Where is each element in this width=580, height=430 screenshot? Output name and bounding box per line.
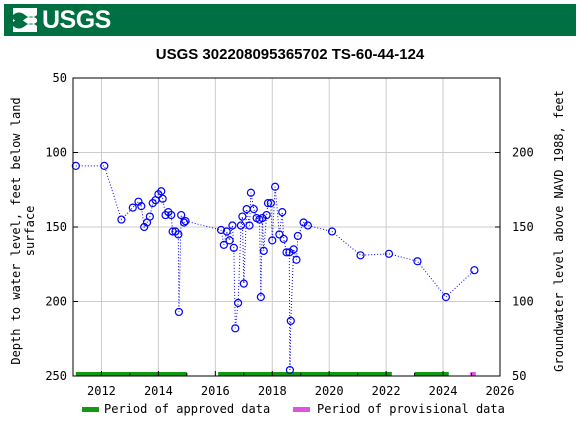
y-left-tick-label: 250 bbox=[45, 369, 67, 383]
y-left-tick-label: 100 bbox=[45, 146, 67, 160]
x-tick-label: 2016 bbox=[201, 384, 230, 398]
data-point bbox=[145, 212, 154, 221]
grid-lines bbox=[73, 77, 501, 377]
data-point bbox=[229, 243, 238, 252]
data-point bbox=[249, 205, 258, 214]
y-right-tick-label: 100 bbox=[512, 295, 534, 309]
data-point bbox=[228, 221, 237, 230]
legend-provisional-label: Period of provisional data bbox=[317, 402, 505, 416]
series-line bbox=[75, 165, 475, 371]
data-point bbox=[286, 316, 295, 325]
data-point bbox=[271, 182, 280, 191]
legend-provisional-swatch bbox=[293, 407, 310, 412]
y-left-tick-label: 150 bbox=[45, 220, 67, 234]
y-right-tick-label: 150 bbox=[512, 220, 534, 234]
data-point bbox=[216, 225, 226, 235]
data-point bbox=[262, 210, 271, 220]
series-path bbox=[75, 165, 475, 371]
x-tick-label: 2014 bbox=[144, 384, 173, 398]
data-point bbox=[137, 202, 146, 211]
data-point bbox=[384, 249, 394, 258]
x-tick-label: 2026 bbox=[486, 384, 515, 398]
data-point bbox=[303, 221, 312, 230]
data-point bbox=[263, 199, 273, 208]
data-point bbox=[117, 215, 126, 224]
data-point bbox=[292, 255, 301, 264]
usgs-wave-icon bbox=[13, 8, 37, 32]
x-tick-label: 2022 bbox=[372, 384, 401, 398]
data-point bbox=[179, 218, 189, 227]
x-tick-label: 2020 bbox=[315, 384, 344, 398]
legend: Period of approved data Period of provis… bbox=[82, 402, 505, 416]
data-point bbox=[242, 205, 251, 214]
data-point bbox=[293, 231, 302, 241]
data-point bbox=[289, 245, 298, 254]
x-tick-label: 2018 bbox=[258, 384, 287, 398]
y-right-tick-label: 200 bbox=[512, 146, 534, 160]
data-point bbox=[275, 230, 284, 239]
x-tick-label: 2012 bbox=[87, 384, 116, 398]
data-point bbox=[278, 208, 287, 217]
chart-title: USGS 302208095365702 TS-60-44-124 bbox=[156, 46, 425, 63]
provisional-period-bar bbox=[470, 372, 476, 376]
y-axis-left-label-line2: surface bbox=[23, 206, 37, 257]
data-point bbox=[239, 279, 248, 288]
data-point bbox=[231, 324, 240, 333]
data-point bbox=[282, 248, 291, 257]
data-point bbox=[128, 203, 137, 212]
legend-approved-label: Period of approved data bbox=[104, 402, 270, 416]
y-left-tick-label: 50 bbox=[53, 71, 67, 85]
approved-period-bar bbox=[414, 372, 449, 376]
data-point bbox=[167, 210, 176, 220]
data-point bbox=[256, 292, 265, 302]
data-point bbox=[245, 221, 254, 230]
data-point bbox=[266, 199, 275, 208]
data-point bbox=[279, 234, 288, 244]
period-bars bbox=[75, 372, 476, 376]
usgs-logo-text: USGS bbox=[42, 5, 111, 34]
data-point bbox=[356, 251, 365, 260]
data-point bbox=[413, 257, 422, 266]
data-point bbox=[157, 187, 166, 196]
data-point bbox=[238, 212, 247, 221]
data-point bbox=[285, 365, 295, 375]
data-point bbox=[327, 227, 337, 236]
data-point bbox=[100, 161, 109, 171]
data-point bbox=[225, 236, 234, 245]
data-point bbox=[234, 298, 243, 308]
data-points bbox=[71, 161, 479, 375]
usgs-logo[interactable]: USGS bbox=[12, 5, 111, 35]
y-right-tick-label: 50 bbox=[512, 369, 526, 383]
data-point bbox=[174, 230, 183, 239]
data-point bbox=[222, 227, 231, 236]
usgs-banner: USGS bbox=[4, 4, 576, 36]
axis-ticks: 2012 2014 2016 2018 2020 2022 2024 202650100150… bbox=[45, 71, 533, 398]
data-point bbox=[441, 292, 451, 302]
data-point bbox=[259, 246, 268, 255]
data-point bbox=[470, 266, 479, 275]
y-left-tick-label: 200 bbox=[45, 295, 67, 309]
data-point bbox=[158, 194, 167, 203]
data-point bbox=[177, 210, 186, 220]
approved-period-bar bbox=[75, 372, 187, 376]
y-axis-left-label-line1: Depth to water level, feet below land bbox=[9, 97, 23, 364]
data-point bbox=[246, 188, 256, 197]
data-point bbox=[236, 221, 246, 230]
data-point bbox=[181, 216, 190, 226]
legend-approved-swatch bbox=[82, 407, 99, 412]
data-point bbox=[219, 240, 228, 249]
approved-period-bar bbox=[218, 372, 392, 376]
y-axis-right-label: Groundwater level above NAVD 1988, feet bbox=[552, 90, 566, 372]
data-point bbox=[71, 161, 80, 171]
data-point bbox=[174, 307, 183, 317]
x-tick-label: 2024 bbox=[429, 384, 458, 398]
data-point bbox=[268, 236, 277, 245]
